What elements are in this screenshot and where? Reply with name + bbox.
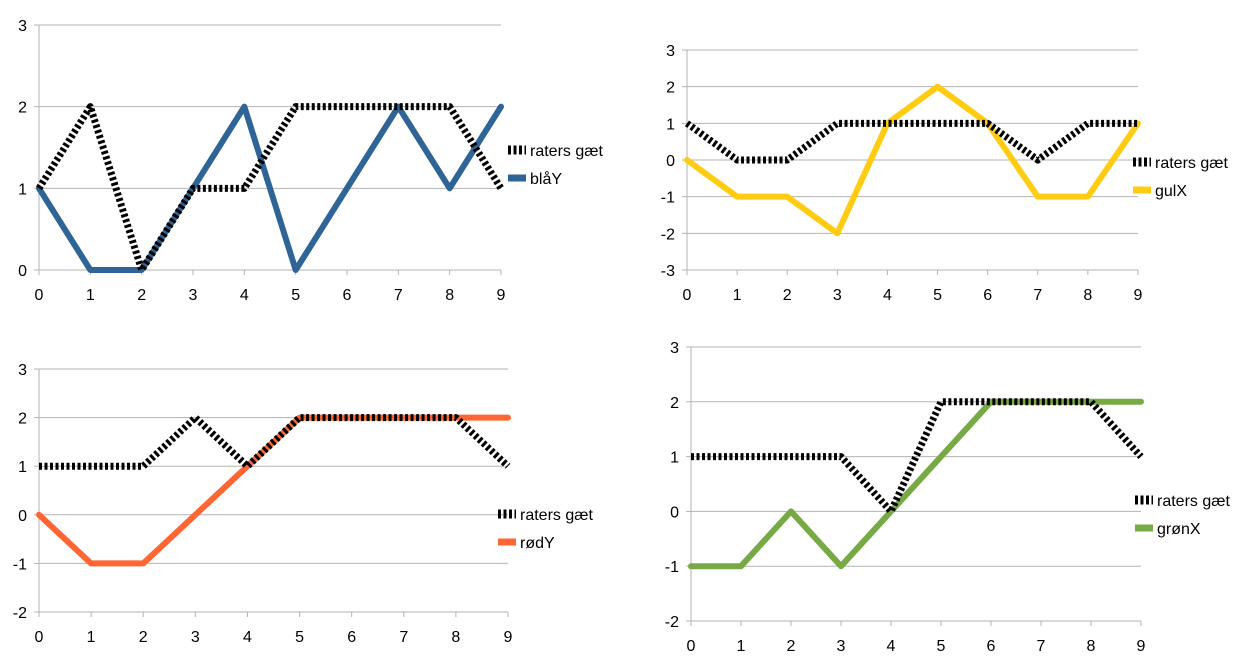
y-tick-label: 0 (666, 153, 675, 170)
y-tick-label: 0 (18, 508, 27, 525)
y-tick-label: 0 (670, 504, 679, 521)
legend-label: rødY (520, 535, 555, 552)
x-tick-label: 9 (504, 629, 513, 646)
x-tick-label: 0 (683, 287, 692, 304)
x-tick-label: 1 (87, 629, 96, 646)
x-tick-label: 7 (1037, 638, 1046, 655)
series-line-raters (36, 103, 504, 274)
legend-label: grønX (1157, 521, 1201, 538)
y-tick-label: 3 (18, 18, 27, 35)
x-tick-label: 3 (189, 287, 198, 304)
y-tick-label: -1 (661, 190, 675, 207)
y-tick-label: 1 (18, 459, 27, 476)
y-tick-label: 0 (18, 263, 27, 280)
x-tick-label: 1 (86, 287, 95, 304)
x-tick-label: 4 (243, 629, 252, 646)
x-tick-label: 6 (983, 287, 992, 304)
legend-label: blåY (530, 170, 562, 188)
series-line-raters (684, 119, 1138, 164)
x-tick-label: 5 (933, 287, 942, 304)
x-tick-label: 2 (139, 629, 148, 646)
series-line-1 (36, 414, 511, 567)
series-line-raters (691, 398, 1144, 515)
x-tick-label: 0 (35, 287, 44, 304)
chart-gulx: -3 -2 -1 0 1 2 3 0 1 2 3 4 5 6 7 8 9 raters gæt gulX (661, 43, 1229, 304)
legend-label: raters gæt (1157, 493, 1230, 510)
x-tick-label: 2 (783, 287, 792, 304)
y-tick-label: 1 (666, 116, 675, 133)
x-tick-label: 8 (451, 629, 460, 646)
y-tick-label: -3 (661, 263, 675, 280)
x-tick-label: 9 (1134, 287, 1143, 304)
y-tick-label: -2 (661, 226, 675, 243)
y-tick-label: 2 (666, 80, 675, 97)
x-tick-label: 2 (787, 638, 796, 655)
x-tick-label: 2 (137, 287, 146, 304)
y-tick-label: 2 (18, 100, 27, 117)
legend-label: gulX (1155, 183, 1187, 200)
series-line-1 (688, 398, 1144, 570)
y-tick-label: -1 (13, 556, 27, 573)
x-tick-label: 6 (987, 638, 996, 655)
y-tick-label: -1 (665, 559, 679, 576)
x-tick-label: 6 (347, 629, 356, 646)
x-tick-label: 7 (1033, 287, 1042, 304)
x-tick-label: 8 (1083, 287, 1092, 304)
x-tick-label: 4 (240, 287, 249, 304)
x-tick-label: 6 (343, 287, 352, 304)
x-tick-label: 3 (191, 629, 200, 646)
x-tick-label: 9 (497, 287, 506, 304)
x-tick-label: 0 (35, 629, 44, 646)
chart-gronx: -2 -1 0 1 2 3 0 1 2 3 4 5 6 7 8 9 raters gæt grønX (665, 340, 1231, 655)
legend-label: raters gæt (1155, 155, 1228, 172)
x-tick-label: 4 (887, 638, 896, 655)
y-tick-label: 3 (666, 43, 675, 60)
x-tick-label: 8 (445, 287, 454, 304)
x-tick-label: 4 (883, 287, 892, 304)
x-tick-label: 5 (291, 287, 300, 304)
y-tick-label: 1 (670, 450, 679, 467)
legend-label: raters gæt (520, 507, 593, 524)
y-tick-label: 3 (18, 362, 27, 379)
series-line-1 (36, 103, 504, 273)
x-tick-label: 1 (737, 638, 746, 655)
x-tick-label: 0 (687, 638, 696, 655)
y-tick-label: -2 (13, 605, 27, 622)
chart-rody: -2 -1 0 1 2 3 0 1 2 3 4 5 6 7 8 9 raters gæt rødY (13, 362, 594, 646)
series-line-raters (39, 414, 511, 470)
y-tick-label: 1 (18, 181, 27, 198)
x-tick-label: 5 (295, 629, 304, 646)
legend-label: raters gæt (530, 143, 603, 160)
y-tick-label: 2 (670, 395, 679, 412)
y-tick-label: -2 (665, 614, 679, 631)
x-tick-label: 3 (833, 287, 842, 304)
x-tick-label: 3 (837, 638, 846, 655)
x-tick-label: 7 (399, 629, 408, 646)
chart-blaay: 0 1 2 3 0 1 2 3 4 5 6 7 8 9 raters gæt blåY (18, 18, 603, 304)
x-tick-label: 7 (394, 287, 403, 304)
y-tick-label: 3 (670, 340, 679, 357)
x-tick-label: 9 (1137, 638, 1146, 655)
x-tick-label: 8 (1087, 638, 1096, 655)
series-line-1 (684, 83, 1141, 237)
x-tick-label: 5 (937, 638, 946, 655)
y-tick-label: 2 (18, 411, 27, 428)
x-tick-label: 1 (733, 287, 742, 304)
